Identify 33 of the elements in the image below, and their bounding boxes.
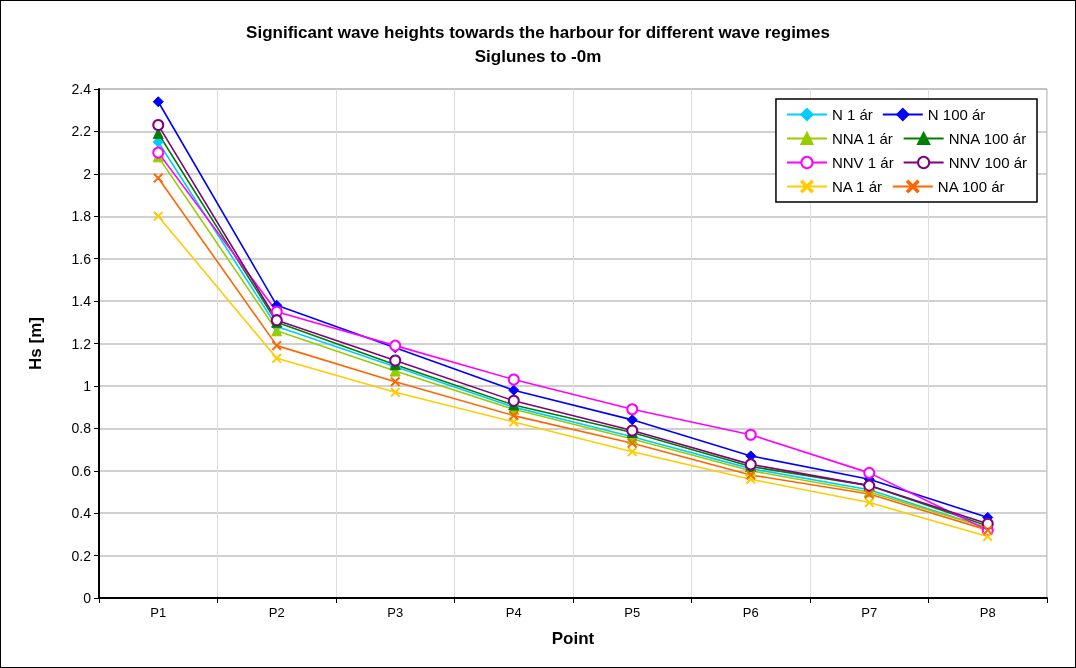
y-tick-label: 1.4 (71, 293, 92, 310)
legend-label: NNV 1 ár (831, 154, 894, 171)
y-tick-label: 2.4 (71, 81, 92, 97)
y-tick-label: 0.2 (71, 547, 92, 564)
y-tick-label: 2 (83, 165, 92, 182)
legend-label: N 1 ár (831, 106, 873, 123)
x-tick-label: P5 (624, 605, 641, 620)
chart-subtitle: Siglunes to -0m (474, 46, 602, 66)
x-tick-label: P2 (268, 605, 285, 620)
y-tick-label: 0.6 (71, 462, 92, 479)
y-tick-label: 1.6 (71, 250, 92, 267)
y-tick-label: 1.2 (71, 335, 92, 352)
legend-label: N 100 ár (927, 106, 986, 123)
y-axis-title: Hs [m] (26, 317, 45, 370)
legend-label: NA 1 ár (831, 178, 882, 195)
y-tick-label: 1.8 (71, 208, 92, 225)
legend-label: NA 100 ár (937, 178, 1005, 195)
x-tick-label: P1 (150, 605, 167, 620)
x-axis-title: Point (551, 629, 595, 648)
x-tick-label: P4 (505, 605, 522, 620)
chart-title: Significant wave heights towards the harbour for different wave regimes (246, 22, 830, 42)
legend-label: NNA 1 ár (831, 130, 893, 147)
x-tick-label: P8 (979, 605, 996, 620)
legend-label: NNA 100 ár (948, 130, 1027, 147)
y-tick-label: 2.2 (71, 123, 92, 140)
x-tick-label: P7 (861, 605, 878, 620)
y-tick-label: 0 (83, 590, 92, 606)
x-tick-label: P3 (387, 605, 404, 620)
y-tick-label: 0.8 (71, 420, 92, 437)
legend-label: NNV 100 ár (948, 154, 1028, 171)
y-tick-label: 1 (83, 377, 92, 394)
x-tick-label: P6 (742, 605, 759, 620)
y-tick-label: 0.4 (71, 505, 92, 522)
